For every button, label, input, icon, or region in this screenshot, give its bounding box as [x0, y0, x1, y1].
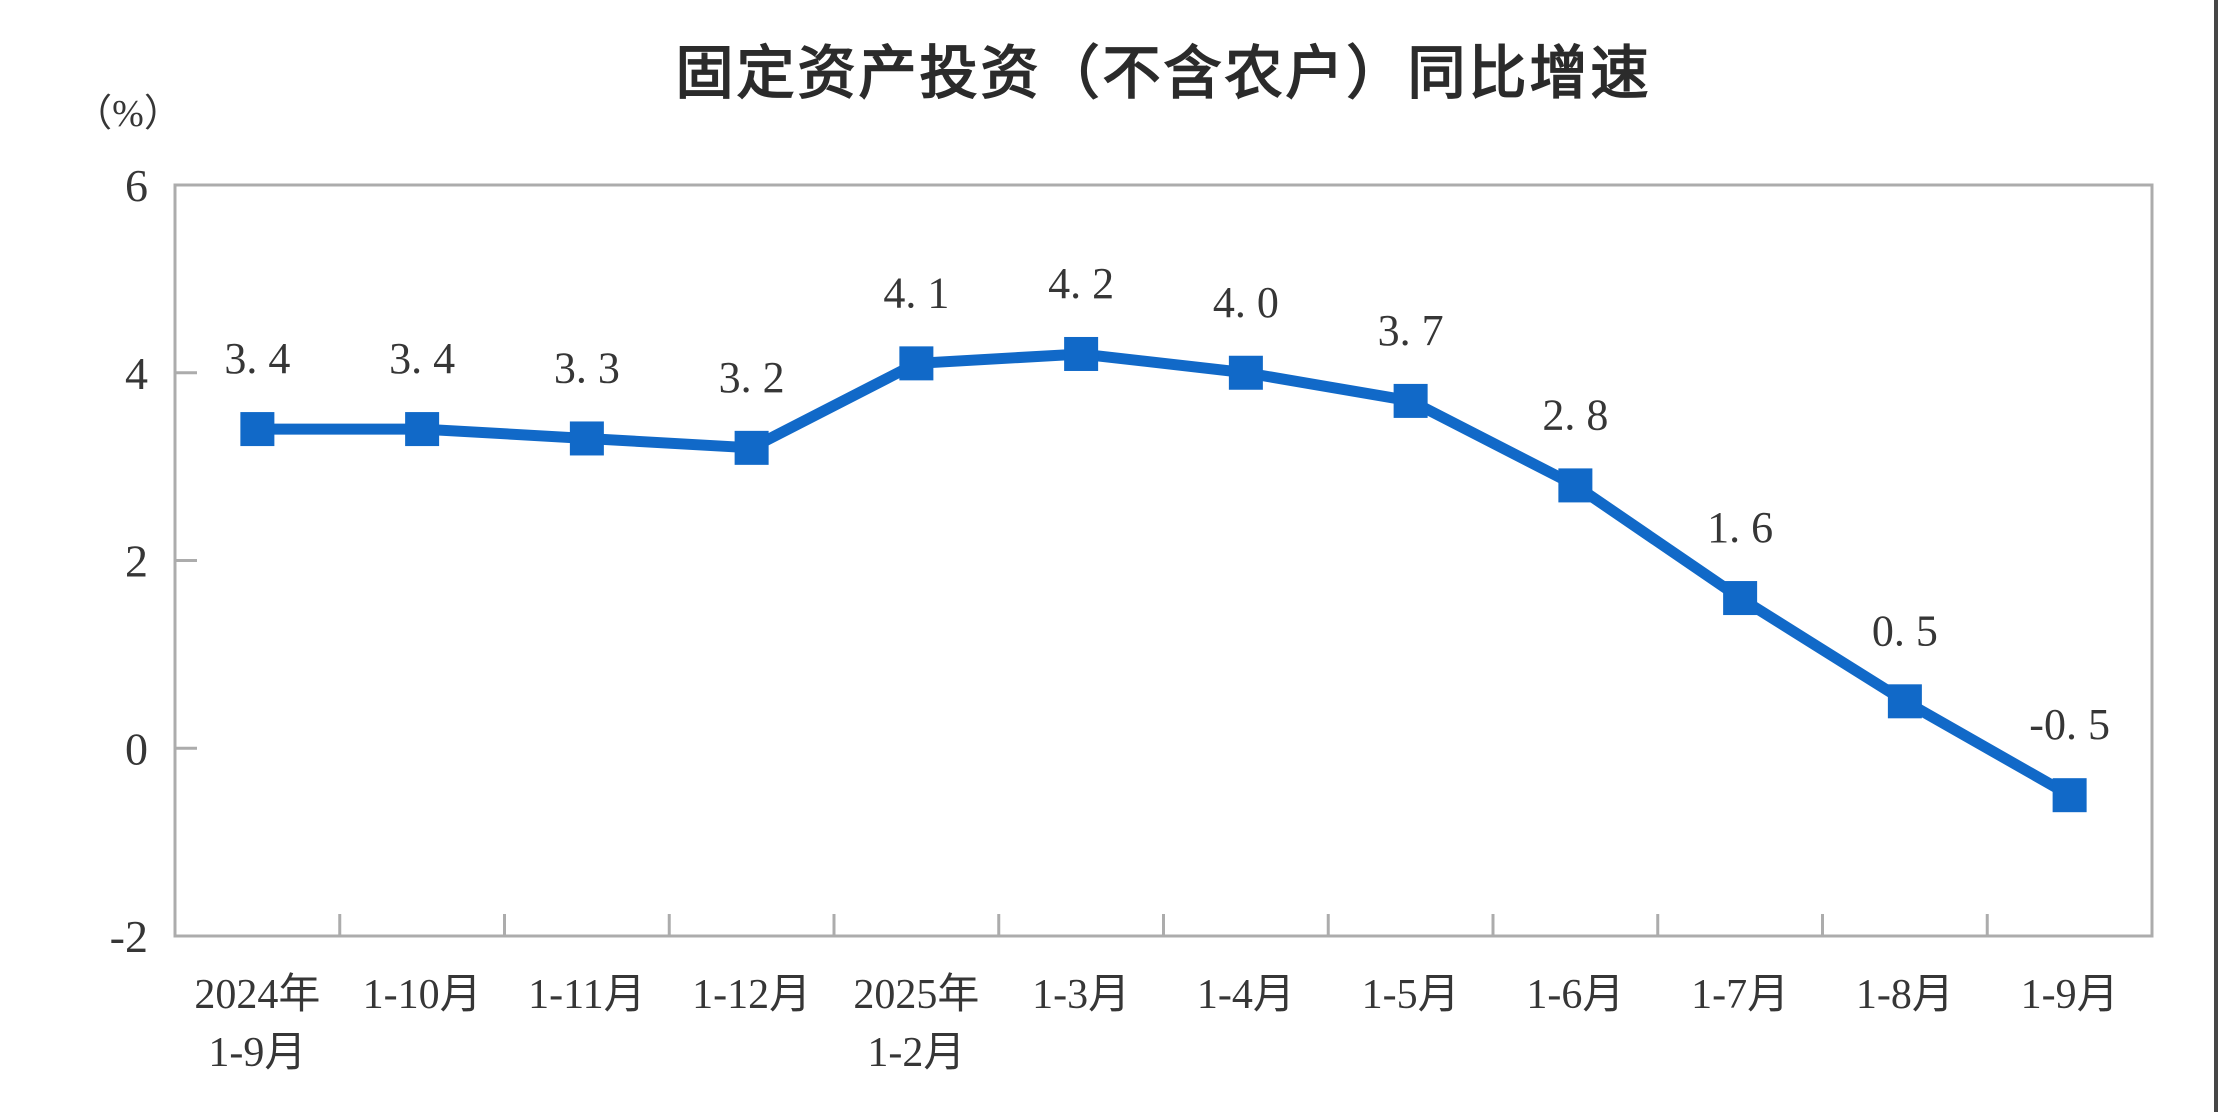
window-right-edge	[2214, 0, 2218, 1112]
x-tick-label: 1-6月	[1526, 972, 1624, 1018]
data-point-marker	[899, 346, 934, 381]
x-tick-label: 1-9月	[2021, 972, 2119, 1018]
y-tick-label: 2	[125, 536, 148, 587]
data-point-label: 1. 6	[1707, 503, 1773, 552]
x-tick-label: 1-7月	[1691, 972, 1789, 1018]
data-point-marker	[1558, 468, 1593, 503]
data-point-label: 3. 7	[1378, 306, 1444, 355]
data-point-label: 4. 2	[1048, 259, 1114, 308]
data-line	[257, 348, 2073, 800]
data-point-marker	[405, 412, 440, 447]
y-axis-unit-label: （%）	[74, 93, 182, 135]
x-tick-label: 2024年 1-9月	[194, 971, 320, 1076]
chart-title: 固定资产投资（不含农户）同比增速	[675, 41, 1652, 106]
data-point-label: 3. 2	[719, 353, 785, 402]
data-point-marker	[2052, 778, 2087, 813]
y-tick-label: 6	[125, 160, 148, 211]
data-point-marker	[1887, 684, 1922, 719]
x-tick-label: 1-12月	[692, 972, 811, 1018]
x-tick-label: 1-5月	[1362, 972, 1460, 1018]
x-tick-label: 1-3月	[1032, 972, 1130, 1018]
data-point-marker	[734, 430, 769, 465]
data-point-label: 3. 4	[389, 334, 455, 383]
data-point-marker	[569, 421, 604, 456]
y-tick-label: 0	[125, 723, 148, 774]
data-point-label: 4. 1	[883, 268, 949, 317]
x-tick-label: 2025年 1-2月	[853, 971, 979, 1076]
data-point-label: 3. 4	[224, 334, 290, 383]
x-tick-label: 1-4月	[1197, 972, 1295, 1018]
data-point-label: 2. 8	[1542, 390, 1608, 439]
data-point-marker	[240, 412, 275, 447]
data-point-marker	[1393, 383, 1428, 418]
y-tick-label: -2	[110, 911, 148, 962]
data-point-marker	[1064, 336, 1099, 371]
data-point-label: 4. 0	[1213, 278, 1279, 327]
x-tick-label: 1-8月	[1856, 972, 1954, 1018]
plot-frame	[173, 183, 2154, 938]
data-point-label: -0. 5	[2029, 700, 2110, 749]
x-tick-label: 1-10月	[363, 972, 482, 1018]
data-point-label: 0. 5	[1872, 606, 1938, 655]
data-point-label: 3. 3	[554, 343, 620, 392]
data-point-marker	[1723, 581, 1758, 616]
data-point-marker	[1228, 355, 1263, 390]
y-tick-label: 4	[125, 348, 148, 399]
x-tick-label: 1-11月	[528, 972, 645, 1018]
